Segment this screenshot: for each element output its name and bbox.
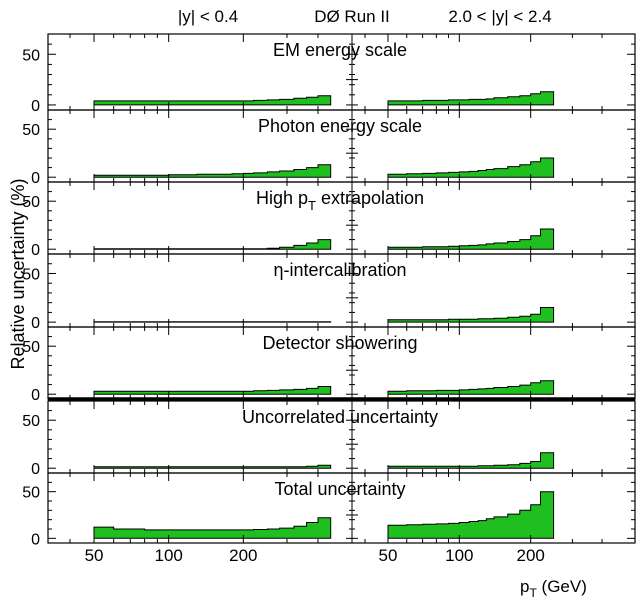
- histogram-right: [388, 229, 554, 249]
- panel-title: η-intercalibration: [273, 260, 406, 280]
- x-axis-label-unit: (GeV): [537, 577, 587, 596]
- y-tick-label: 50: [22, 47, 40, 64]
- panel-title-text: EM energy scale: [273, 40, 407, 60]
- x-tick-label-right: 200: [516, 546, 544, 565]
- y-tick-label: 0: [31, 242, 40, 259]
- y-axis-label: Relative uncertainty (%): [8, 178, 28, 369]
- x-axis-label-main: p: [520, 577, 529, 596]
- y-tick-label: 0: [31, 387, 40, 404]
- panel-title: High pT extrapolation: [256, 188, 424, 213]
- x-tick-label-left: 200: [229, 546, 257, 565]
- y-tick-label: 0: [31, 98, 40, 115]
- histogram-right: [388, 158, 554, 177]
- histogram-left: [94, 465, 331, 468]
- header-center-label: DØ Run II: [314, 7, 390, 26]
- y-tick-label: 0: [31, 531, 40, 548]
- panel-title: Detector showering: [262, 333, 417, 353]
- panel-title-text: η-intercalibration: [273, 260, 406, 280]
- panel-title-text: Total uncertainty: [274, 479, 405, 499]
- panel-title-text: High p: [256, 188, 308, 208]
- header-right-label: 2.0 < |y| < 2.4: [448, 7, 551, 26]
- y-tick-label: 0: [31, 461, 40, 478]
- x-tick-label-left: 50: [85, 546, 104, 565]
- panel-title: EM energy scale: [273, 40, 407, 60]
- x-tick-label-left: 100: [154, 546, 182, 565]
- histogram-left: [94, 387, 331, 395]
- histogram-right: [388, 453, 554, 468]
- histogram-left: [94, 165, 331, 178]
- x-axis-label: pT (GeV): [520, 577, 587, 600]
- histogram-left: [94, 96, 331, 105]
- panel-title: Photon energy scale: [258, 116, 422, 136]
- panel-title: Total uncertainty: [274, 479, 405, 499]
- y-tick-label: 50: [22, 485, 40, 502]
- histogram-right: [388, 92, 554, 105]
- panel-title: Uncorrelated uncertainty: [242, 407, 438, 427]
- histogram-left: [94, 240, 331, 250]
- y-tick-label: 0: [31, 170, 40, 187]
- x-tick-label-right: 50: [379, 546, 398, 565]
- panel-title-text: Uncorrelated uncertainty: [242, 407, 438, 427]
- histogram-right: [388, 308, 554, 323]
- panel-title-text: Photon energy scale: [258, 116, 422, 136]
- histogram-right: [388, 381, 554, 394]
- histogram-right: [388, 492, 554, 539]
- y-tick-label: 50: [22, 413, 40, 430]
- panel-title-sub: T: [308, 198, 316, 213]
- header-left-label: |y| < 0.4: [178, 7, 238, 26]
- histogram-left: [94, 518, 331, 539]
- panel-title-tail: extrapolation: [316, 188, 424, 208]
- y-tick-label: 50: [22, 122, 40, 139]
- y-tick-label: 0: [31, 315, 40, 332]
- panel-title-text: Detector showering: [262, 333, 417, 353]
- x-tick-label-right: 100: [445, 546, 473, 565]
